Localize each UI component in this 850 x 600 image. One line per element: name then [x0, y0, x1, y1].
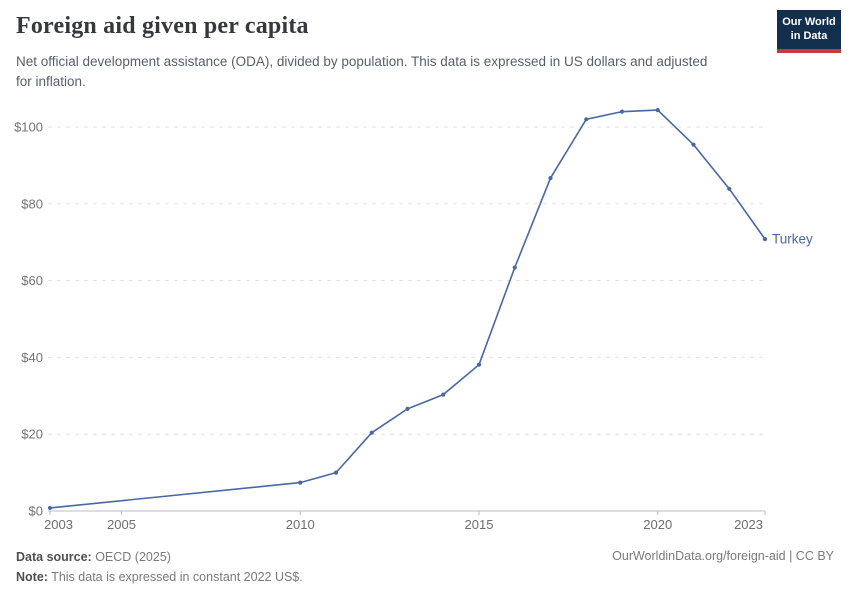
data-point[interactable] — [441, 392, 446, 397]
y-axis-tick-label: $60 — [21, 273, 43, 288]
y-axis-tick-label: $100 — [14, 120, 43, 135]
x-axis-tick-label: 2020 — [643, 517, 672, 532]
series-end-label[interactable]: Turkey — [772, 232, 813, 247]
x-axis-tick-label: 2010 — [286, 517, 315, 532]
data-point[interactable] — [476, 362, 482, 367]
data-point[interactable] — [691, 142, 696, 147]
data-point[interactable] — [584, 117, 589, 122]
footer-source-note: Data source: OECD (2025) Note: This data… — [16, 547, 303, 587]
y-axis-tick-label: $0 — [29, 504, 43, 519]
note-line: Note: This data is expressed in constant… — [16, 567, 303, 587]
x-axis-tick-label: 2015 — [465, 517, 494, 532]
data-point[interactable] — [298, 480, 303, 485]
data-point[interactable] — [548, 175, 553, 181]
y-axis-tick-label: $40 — [21, 350, 43, 365]
x-axis-tick-label: 2023 — [734, 517, 763, 532]
series-line[interactable] — [49, 109, 766, 509]
data-point[interactable] — [727, 186, 732, 191]
chart-subtitle: Net official development assistance (ODA… — [16, 54, 708, 89]
data-point[interactable] — [512, 265, 517, 270]
data-point[interactable] — [655, 108, 660, 113]
owid-logo-line1: Our World — [782, 15, 836, 28]
y-axis-tick-label: $20 — [21, 427, 43, 442]
owid-attribution-link[interactable]: OurWorldinData.org/foreign-aid | CC BY — [612, 549, 834, 563]
data-source-line: Data source: OECD (2025) — [16, 547, 303, 567]
data-point[interactable] — [47, 505, 53, 511]
data-point[interactable] — [405, 406, 410, 411]
data-source-label: Data source: — [16, 550, 92, 564]
data-point[interactable] — [333, 470, 339, 475]
owid-logo[interactable]: Our World in Data — [777, 10, 841, 53]
page-title: Foreign aid given per capita — [16, 13, 309, 39]
data-point[interactable] — [369, 430, 374, 435]
owid-logo-line2: in Data — [790, 29, 828, 42]
x-axis-tick-label: 2005 — [107, 517, 136, 532]
data-point[interactable] — [619, 109, 625, 114]
note-label: Note: — [16, 570, 48, 584]
x-axis-tick-label: 2003 — [44, 517, 73, 532]
note-value: This data is expressed in constant 2022 … — [47, 570, 303, 584]
data-point[interactable] — [762, 237, 768, 242]
data-source-value: OECD (2025) — [91, 550, 171, 564]
y-axis-tick-label: $80 — [21, 196, 43, 211]
